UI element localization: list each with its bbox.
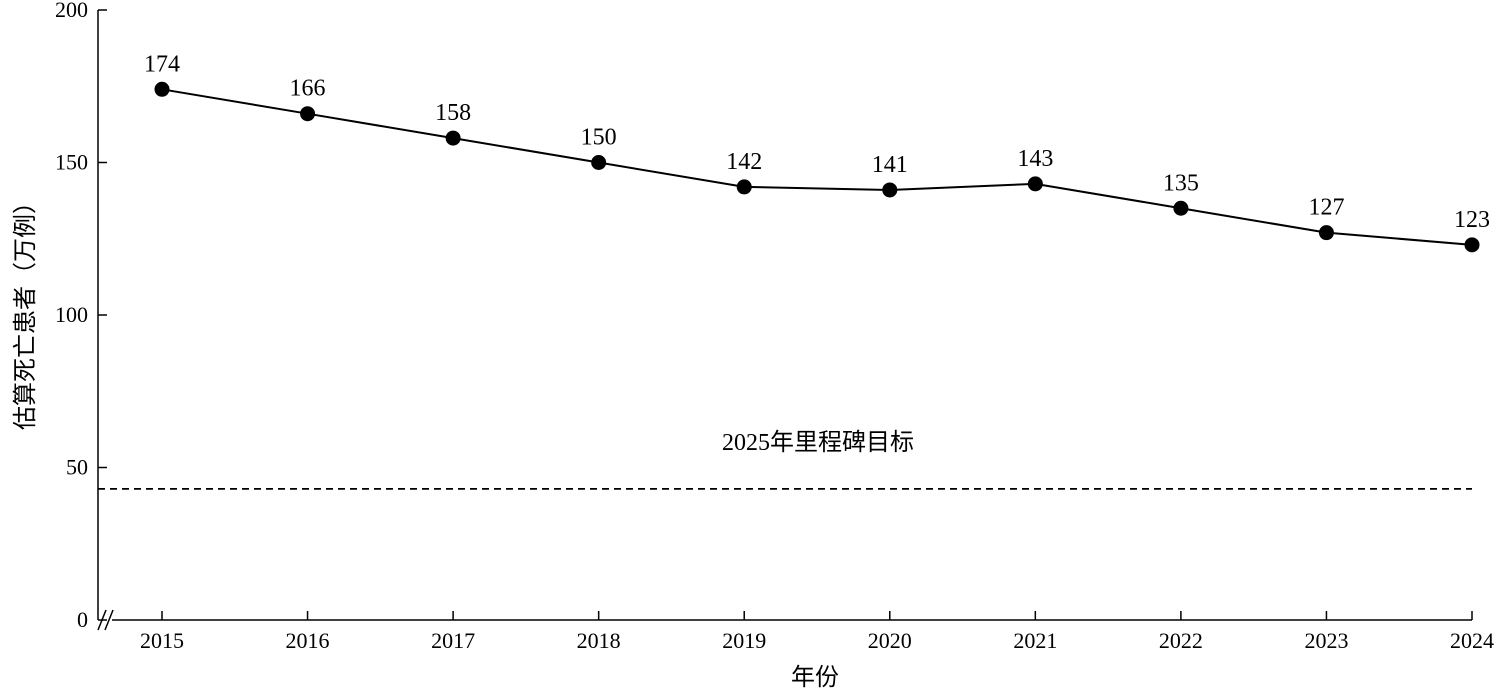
reference-line-label: 2025年里程碑目标	[722, 429, 914, 456]
data-label: 127	[1308, 195, 1344, 221]
x-tick-label: 2022	[1159, 628, 1203, 653]
x-tick-label: 2019	[722, 628, 766, 653]
data-label: 135	[1163, 170, 1199, 196]
x-tick-label: 2021	[1013, 628, 1057, 653]
data-point	[1318, 225, 1334, 241]
axis-break-mark	[104, 609, 114, 631]
y-tick-label: 0	[77, 607, 88, 632]
x-tick-label: 2023	[1304, 628, 1348, 653]
x-tick-label: 2016	[286, 628, 330, 653]
x-tick-label: 2015	[140, 628, 184, 653]
data-label: 166	[290, 76, 326, 102]
data-point	[154, 81, 170, 97]
data-point	[1173, 200, 1189, 216]
data-point	[882, 182, 898, 198]
data-point	[1464, 237, 1480, 253]
y-axis-title: 估算死亡患者（万例）	[11, 190, 39, 430]
axes: 0 50 100 150 200 2015 2016 2017 2018 2019 2020 2021…	[11, 0, 1494, 691]
y-tick-label: 150	[55, 150, 88, 175]
y-tick-label: 100	[55, 302, 88, 327]
data-point	[736, 179, 752, 195]
series-line	[161, 88, 1473, 246]
y-tick-label: 200	[55, 0, 88, 22]
data-label: 123	[1454, 207, 1490, 233]
x-axis-title: 年份	[791, 663, 839, 691]
data-point	[1027, 176, 1043, 192]
data-label: 158	[435, 100, 471, 126]
data-point	[300, 106, 316, 122]
x-tick-label: 2024	[1450, 628, 1494, 653]
x-tick-label: 2018	[577, 628, 621, 653]
data-label: 143	[1017, 146, 1053, 172]
data-label: 142	[726, 149, 762, 175]
data-label: 141	[872, 152, 908, 178]
x-tick-label: 2020	[868, 628, 912, 653]
x-tick-label: 2017	[431, 628, 475, 653]
data-label: 174	[144, 51, 180, 77]
data-point	[591, 155, 607, 170]
series-group	[154, 81, 1480, 253]
data-label: 150	[581, 125, 617, 151]
data-point	[445, 130, 461, 146]
y-tick-label: 50	[66, 455, 88, 480]
reference-line-group: 2025年里程碑目标	[98, 429, 1472, 490]
labels-group: 174 166 158 150 142 141 143 135 127 123	[144, 51, 1490, 233]
